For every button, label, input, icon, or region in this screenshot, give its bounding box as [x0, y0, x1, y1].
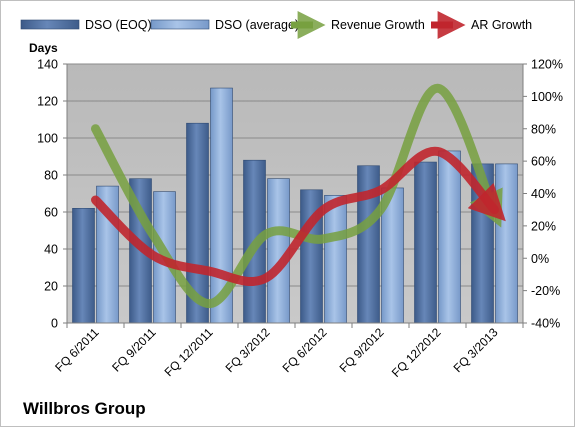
ar-growth-line: [91, 146, 506, 287]
right-tick-label: -40%: [531, 317, 560, 331]
left-tick-label: 20: [44, 280, 58, 294]
legend-label: DSO (average): [215, 18, 299, 32]
right-axis-ticks: -40% -20% 0% 20% 40% 60% 80% 100% 120%: [523, 58, 563, 331]
right-tick-label: 0%: [531, 252, 549, 266]
legend-label: DSO (EOQ): [85, 18, 152, 32]
left-tick-label: 60: [44, 206, 58, 220]
legend-item: Revenue Growth: [291, 11, 425, 39]
x-axis-ticks: FQ 6/2011 FQ 9/2011 FQ 12/2011 FQ 3/2012 FQ …: [52, 323, 524, 380]
right-tick-label: 100%: [531, 90, 563, 104]
left-tick-label: 100: [37, 132, 58, 146]
left-tick-label: 120: [37, 95, 58, 109]
legend-item: DSO (EOQ): [20, 18, 152, 32]
right-tick-label: 120%: [531, 58, 563, 72]
x-tick-label: FQ 12/2012: [389, 325, 444, 380]
left-tick-label: 40: [44, 243, 58, 257]
left-tick-label: 80: [44, 169, 58, 183]
growth-lines: [91, 83, 506, 309]
x-tick-label: FQ 9/2011: [109, 325, 159, 375]
x-tick-label: FQ 9/2012: [337, 325, 387, 375]
legend: DSO (EOQ) DSO (average) Revenue Growth AR G…: [20, 11, 532, 39]
legend-label: Revenue Growth: [331, 18, 425, 32]
x-tick-label: FQ 6/2012: [280, 325, 330, 375]
right-tick-label: 40%: [531, 187, 556, 201]
bar-dso-average: [438, 150, 461, 324]
y-axis-title: Days: [29, 41, 58, 55]
legend-item: DSO (average): [150, 18, 299, 32]
bar-dso-average: [324, 195, 347, 324]
right-tick-label: 80%: [531, 122, 556, 136]
legend-swatch: [20, 19, 80, 30]
x-tick-label: FQ 12/2011: [162, 325, 216, 379]
right-tick-label: 60%: [531, 155, 556, 169]
x-tick-label: FQ 6/2011: [52, 325, 102, 375]
right-tick-label: 20%: [531, 219, 556, 233]
right-tick-label: -20%: [531, 284, 560, 298]
x-tick-label: FQ 3/2013: [451, 325, 501, 375]
left-tick-label: 0: [51, 317, 58, 331]
bar-dso-average: [495, 163, 518, 324]
bar-dso-eoq: [72, 208, 95, 324]
x-tick-label: FQ 3/2012: [223, 325, 273, 375]
company-name: Willbros Group: [23, 399, 146, 418]
legend-swatch: [150, 19, 210, 30]
left-axis-ticks: 0 20 40 60 80 100 120 140: [37, 58, 67, 331]
bar-dso-eoq: [414, 161, 437, 324]
legend-item: AR Growth: [431, 11, 532, 39]
legend-label: AR Growth: [471, 18, 532, 32]
left-tick-label: 140: [37, 58, 58, 72]
